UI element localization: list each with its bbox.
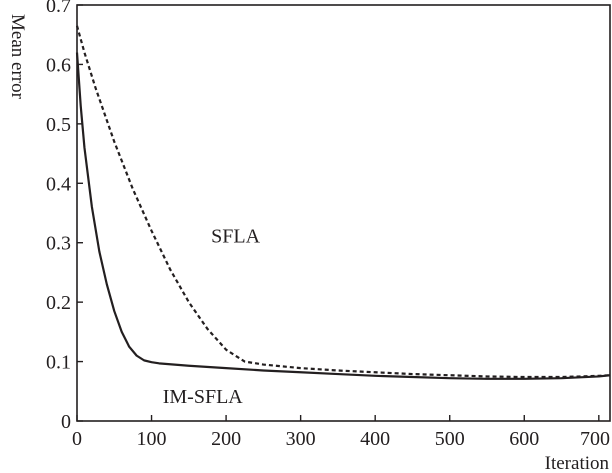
plot-frame (76, 4, 611, 422)
x-tick-label: 100 (137, 428, 167, 450)
x-tick-label: 300 (286, 428, 316, 450)
annotation-layer: SFLA IM-SFLA (163, 226, 261, 408)
series-annotation: SFLA (211, 226, 260, 248)
y-tick-label: 0.5 (46, 114, 71, 136)
x-tick-label: 600 (509, 428, 539, 450)
x-tick-label: 700 (580, 428, 610, 450)
series-line-sfla (75, 25, 611, 379)
y-axis-title: Mean error (7, 14, 28, 100)
series-layer (75, 25, 611, 380)
y-tick-label: 0.6 (46, 54, 71, 76)
x-tick-label: 200 (211, 428, 241, 450)
y-tick-label: 0 (61, 411, 71, 433)
series-line-im-sfla (75, 52, 611, 380)
y-tick-label: 0.4 (46, 173, 71, 195)
x-tick-label: 500 (435, 428, 465, 450)
x-axis-title: Iteration (545, 453, 610, 473)
y-tick-label: 0.3 (46, 233, 71, 255)
x-tick-label: 400 (360, 428, 390, 450)
y-tick-label: 0.1 (46, 352, 71, 374)
y-tick-label: 0.7 (46, 0, 71, 17)
y-axis-ticks: 0 0.1 0.2 0.3 0.4 0.5 0.6 0.7 (46, 0, 83, 433)
x-tick-label: 0 (72, 428, 82, 450)
x-axis-ticks: 0 100 200 300 400 500 600 700 (72, 415, 610, 450)
series-annotation: IM-SFLA (163, 386, 244, 408)
y-tick-label: 0.2 (46, 292, 71, 314)
